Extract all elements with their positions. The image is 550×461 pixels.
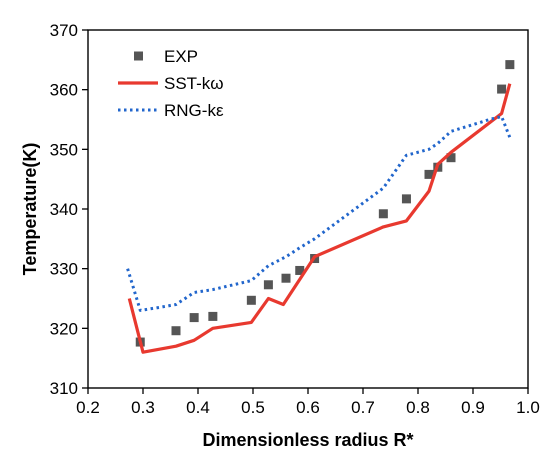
data-point-8 (295, 265, 305, 275)
data-point-2 (171, 326, 181, 336)
x-tick-label-8: 0.9 (461, 398, 485, 417)
series-line-2 (127, 83, 512, 354)
x-tick-label-5: 0.6 (296, 398, 320, 417)
x-tick-label-9: 1.0 (516, 398, 540, 417)
x-axis-title: Dimensionless radius R* (202, 430, 413, 450)
data-point-6 (263, 280, 273, 290)
y-tick-label-5: 350 (50, 140, 78, 159)
y-tick-label-4: 340 (50, 200, 78, 219)
data-point-11 (401, 194, 411, 204)
data-point-5 (246, 295, 256, 305)
y-tick-label-3: 330 (50, 260, 78, 279)
y-axis-title: Temperature(K) (20, 143, 40, 276)
x-tick-label-1: 0.2 (76, 398, 100, 417)
plot-area (126, 60, 515, 354)
axes: 0.2 0.3 0.4 0.5 0.6 0.7 0.8 0.9 1.0 310 320 330 340 3… (50, 21, 540, 417)
x-tick-label-7: 0.8 (406, 398, 430, 417)
y-tick-label-7: 370 (50, 21, 78, 40)
y-tick-label-2: 320 (50, 319, 78, 338)
data-point-4 (208, 311, 218, 321)
data-point-7 (281, 273, 291, 283)
x-tick-label-6: 0.7 (351, 398, 375, 417)
y-tick-label-6: 360 (50, 81, 78, 100)
y-tick-label-1: 310 (50, 379, 78, 398)
data-point-15 (497, 84, 507, 94)
series-line-3 (126, 115, 512, 312)
legend: EXP SST-kω RNG-kε (118, 47, 224, 120)
x-tick-label-4: 0.5 (241, 398, 265, 417)
data-point-16 (505, 60, 515, 70)
data-point-12 (424, 169, 434, 179)
data-point-14 (446, 153, 456, 163)
legend-label-2: SST-kω (164, 74, 224, 93)
legend-marker-1 (134, 51, 143, 61)
legend-label-3: RNG-kε (164, 101, 224, 120)
legend-label-1: EXP (164, 47, 198, 66)
x-tick-label-2: 0.3 (131, 398, 155, 417)
data-point-10 (378, 209, 388, 219)
x-tick-label-3: 0.4 (186, 398, 210, 417)
data-point-3 (189, 313, 199, 323)
